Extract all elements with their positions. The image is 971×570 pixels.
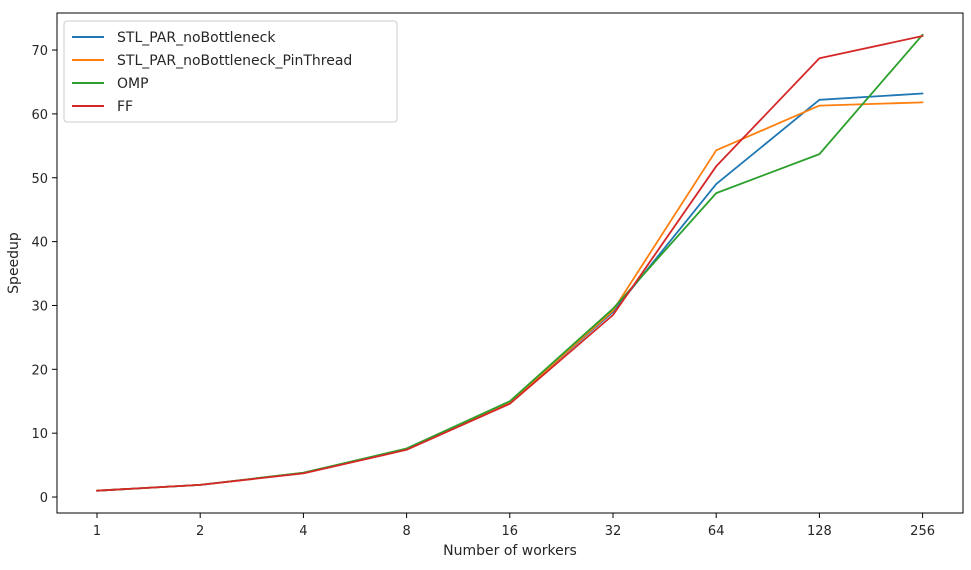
y-axis: 0 10 20 30 40 50 60 70 <box>31 44 57 506</box>
y-tick-label: 10 <box>31 427 48 442</box>
y-tick-label: 20 <box>31 363 48 378</box>
legend: STL_PAR_noBottleneck STL_PAR_noBottleneck… <box>63 20 398 123</box>
x-tick-label: 32 <box>605 524 622 539</box>
legend-box <box>63 20 398 123</box>
legend-label: STL_PAR_noBottleneck_PinThread <box>117 53 352 69</box>
x-tick-label: 4 <box>299 524 307 539</box>
plot-area <box>96 33 924 492</box>
x-tick-label: 8 <box>402 524 410 539</box>
y-tick-label: 60 <box>31 108 48 123</box>
x-tick-label: 128 <box>807 524 832 539</box>
x-tick-label: 256 <box>910 524 935 539</box>
x-axis: 1 2 4 8 16 32 64 128 256 <box>93 513 935 539</box>
x-tick-label: 1 <box>93 524 101 539</box>
legend-label: STL_PAR_noBottleneck <box>117 30 276 46</box>
y-tick-label: 0 <box>40 491 48 506</box>
y-tick-label: 70 <box>31 44 48 59</box>
y-tick-label: 40 <box>31 236 48 251</box>
legend-label: OMP <box>117 76 149 92</box>
series-line-3 <box>96 35 924 492</box>
x-tick-label: 16 <box>502 524 519 539</box>
series-line-0 <box>96 92 924 492</box>
x-axis-label: Number of workers <box>443 543 577 559</box>
x-tick-label: 2 <box>196 524 204 539</box>
y-tick-label: 30 <box>31 299 48 314</box>
y-tick-label: 50 <box>31 172 48 187</box>
x-tick-label: 64 <box>708 524 725 539</box>
series-line-1 <box>96 101 924 492</box>
y-axis-label: Speedup <box>6 232 22 294</box>
legend-label: FF <box>117 99 133 115</box>
